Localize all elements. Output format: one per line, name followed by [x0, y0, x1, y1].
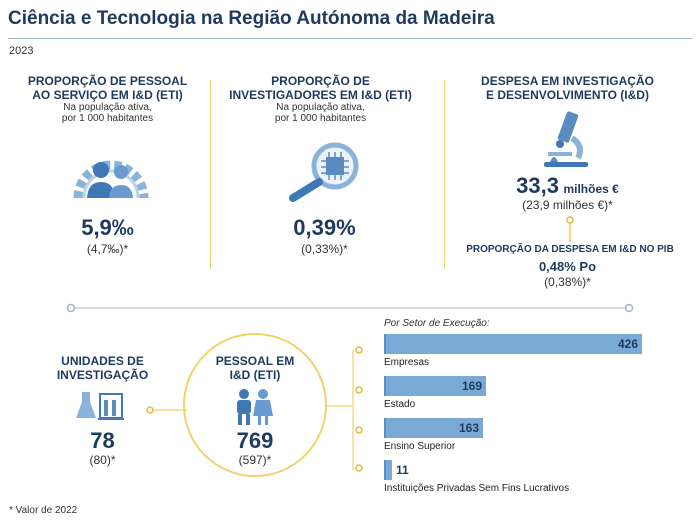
card-pessoal-sub-2: por 1 000 habitantes — [61, 113, 154, 124]
bar-1 — [384, 334, 642, 354]
card-investigadores-value: 0,39% — [293, 215, 356, 240]
bar-label-4: Instituições Privadas Sem Fins Lucrativo… — [384, 483, 570, 494]
card-pessoal: PROPORÇÃO DE PESSOAL AO SERVIÇO EM I&D (… — [15, 74, 200, 124]
card-despesa: DESPESA EM INVESTIGAÇÃO E DESENVOLVIMENT… — [460, 74, 675, 102]
card-pessoal-eti-value: 769 — [236, 428, 274, 453]
card-unidades-value: 78 — [90, 428, 115, 453]
bar-label-3: Ensino Superior — [384, 441, 456, 452]
card-pessoal-title-2: AO SERVIÇO EM I&D (ETI) — [32, 88, 183, 102]
card-investigadores-sub-2: por 1 000 habitantes — [274, 113, 367, 124]
bar-label-2: Estado — [384, 399, 416, 410]
bar-label-1: Empresas — [384, 357, 430, 368]
people-gear-icon — [68, 140, 154, 200]
title-divider — [8, 38, 692, 39]
card-pessoal-eti-title-1: PESSOAL EM — [215, 354, 295, 368]
card-despesa-previous: (23,9 milhões €)* — [522, 198, 613, 212]
microscope-icon — [538, 108, 594, 168]
bar-4 — [384, 460, 392, 480]
pib-previous: (0,38%)* — [544, 275, 591, 289]
card-pessoal-value: 5,9‰ — [81, 215, 134, 240]
card-investigadores-title-2: INVESTIGADORES EM I&D (ETI) — [229, 88, 412, 102]
card-investigadores-title-1: PROPORÇÃO DE — [271, 74, 370, 88]
bar-value-4: 11 — [396, 463, 409, 477]
footnote: * Valor de 2022 — [9, 505, 78, 516]
bar-value-2: 169 — [461, 379, 482, 393]
card-unidades-previous: (80)* — [89, 453, 116, 467]
bar-value-1: 426 — [617, 337, 638, 351]
card-despesa-title-1: DESPESA EM INVESTIGAÇÃO — [481, 74, 654, 88]
researchers-icon — [232, 388, 276, 426]
card-pessoal-eti: PESSOAL EM I&D (ETI) — [195, 354, 315, 382]
card-pessoal-eti-title-2: I&D (ETI) — [229, 368, 281, 382]
card-unidades: UNIDADES DE INVESTIGAÇÃO — [40, 354, 165, 382]
card-investigadores-sub-1: Na população ativa, — [276, 102, 365, 113]
pib-value: 0,48% Po — [538, 259, 597, 274]
pessoal-eti-circle — [183, 333, 327, 477]
year-label: 2023 — [9, 45, 34, 57]
card-unidades-title-2: INVESTIGAÇÃO — [56, 368, 149, 382]
card-investigadores: PROPORÇÃO DE INVESTIGADORES EM I&D (ETI)… — [228, 74, 413, 124]
card-despesa-unit: milhões € — [563, 182, 619, 196]
section-separator — [66, 300, 634, 313]
bar-3 — [384, 418, 483, 438]
bar-2 — [384, 376, 486, 396]
magnifier-chip-icon — [285, 140, 365, 202]
pib-title: PROPORÇÃO DA DESPESA EM I&D NO PIB — [466, 244, 674, 255]
card-despesa-value-row: 33,3 milhões € — [480, 173, 655, 199]
divider-1 — [210, 80, 211, 268]
card-pessoal-eti-previous: (597)* — [238, 453, 272, 467]
chart-connector — [327, 340, 367, 480]
chart-title: Por Setor de Execução: — [384, 318, 490, 329]
unidades-connector — [145, 402, 187, 414]
card-pessoal-title-1: PROPORÇÃO DE PESSOAL — [27, 74, 188, 88]
card-despesa-title-2: E DESENVOLVIMENTO (I&D) — [486, 88, 649, 102]
card-pessoal-previous: (4,7‰)* — [86, 242, 129, 256]
card-investigadores-previous: (0,33%)* — [301, 242, 348, 256]
lab-flasks-icon — [76, 390, 126, 422]
card-pessoal-sub-1: Na população ativa, — [63, 102, 152, 113]
divider-2 — [444, 80, 445, 268]
page-title: Ciência e Tecnologia na Região Autónoma … — [8, 8, 495, 29]
card-despesa-value: 33,3 — [516, 173, 559, 198]
card-unidades-title-1: UNIDADES DE — [61, 354, 144, 368]
sector-bar-chart: 426 Empresas 169 Estado 163 Ensino Superior 11… — [384, 334, 646, 494]
bar-value-3: 163 — [458, 421, 479, 435]
pib-connector — [566, 216, 574, 242]
